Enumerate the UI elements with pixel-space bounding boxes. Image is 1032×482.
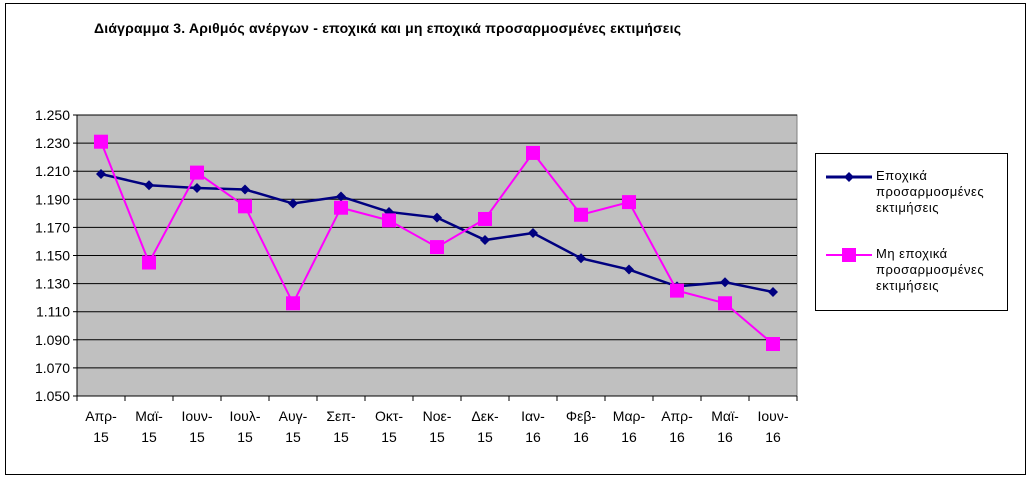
data-point-diamond [144,180,154,191]
y-tick-label: 1.070 [35,360,70,376]
y-tick-label: 1.050 [35,388,70,404]
data-point-square [142,255,156,270]
x-tick-label: Μαϊ-16 [711,408,739,445]
x-tick-label: Σεπ-15 [326,408,356,445]
legend: Εποχικά προσαρμοσμένες εκτιμήσεις Μη επο… [815,153,1008,311]
y-tick-label: 1.210 [35,163,70,179]
legend-text-line: εκτιμήσεις [876,200,940,215]
data-point-diamond [336,191,346,202]
data-point-square [478,211,492,226]
data-point-square [718,296,732,311]
y-tick-label: 1.110 [36,304,70,320]
y-tick-label: 1.170 [35,219,70,235]
x-tick-label: Μαϊ-15 [135,408,163,445]
data-point-square [334,200,348,215]
x-tick-label: Δεκ-15 [471,408,499,445]
data-point-diamond [192,183,202,194]
x-tick-label: Ιαν-16 [521,408,545,445]
data-point-diamond [240,184,250,195]
data-point-diamond [96,169,106,180]
legend-text-line: Εποχικά [876,168,928,183]
data-point-square [430,240,444,255]
data-point-diamond [528,228,538,239]
data-point-square [622,195,636,210]
data-point-diamond [768,287,778,298]
x-tick-label: Οκτ-15 [375,408,403,445]
data-point-diamond [576,253,586,264]
legend-text-line: προσαρμοσμένες [876,184,985,199]
x-tick-label: Ιουλ-15 [230,408,261,445]
legend-text-line: Μη εποχικά [876,246,948,261]
data-point-diamond [480,235,490,246]
legend-swatch-not-seasonally-adjusted [826,248,872,262]
data-point-square [766,337,780,352]
data-point-square [526,145,540,160]
data-point-square [94,134,108,149]
x-tick-label: Ιουν-15 [182,408,213,445]
legend-text-line: προσαρμοσμένες [876,262,985,277]
data-point-diamond [624,264,634,275]
y-tick-label: 1.090 [35,332,70,348]
data-point-square [190,165,204,180]
chart-title: Διάγραμμα 3. Αριθμός ανέργων - εποχικά κ… [94,20,682,36]
data-point-diamond [720,277,730,288]
x-tick-label: Φεβ-16 [566,408,596,445]
data-point-diamond [288,198,298,209]
y-tick-label: 1.250 [35,107,70,123]
x-tick-label: Αυγ-15 [279,408,308,445]
x-tick-label: Μαρ-16 [613,408,646,445]
x-tick-label: Ιουν-16 [758,408,789,445]
data-point-square [286,296,300,311]
y-tick-label: 1.230 [35,135,70,151]
legend-swatch-seasonally-adjusted [826,172,872,182]
x-tick-label: Απρ-15 [85,408,117,445]
data-point-square [382,213,396,228]
legend-text-line: εκτιμήσεις [876,278,940,293]
y-tick-label: 1.130 [35,276,70,292]
data-point-square [574,207,588,222]
data-point-square [670,283,684,298]
data-point-diamond [432,212,442,223]
y-tick-label: 1.150 [35,248,70,264]
x-tick-label: Απρ-16 [661,408,693,445]
y-tick-label: 1.190 [35,191,70,207]
data-point-square [238,199,252,214]
x-tick-label: Νοε-15 [423,408,452,445]
